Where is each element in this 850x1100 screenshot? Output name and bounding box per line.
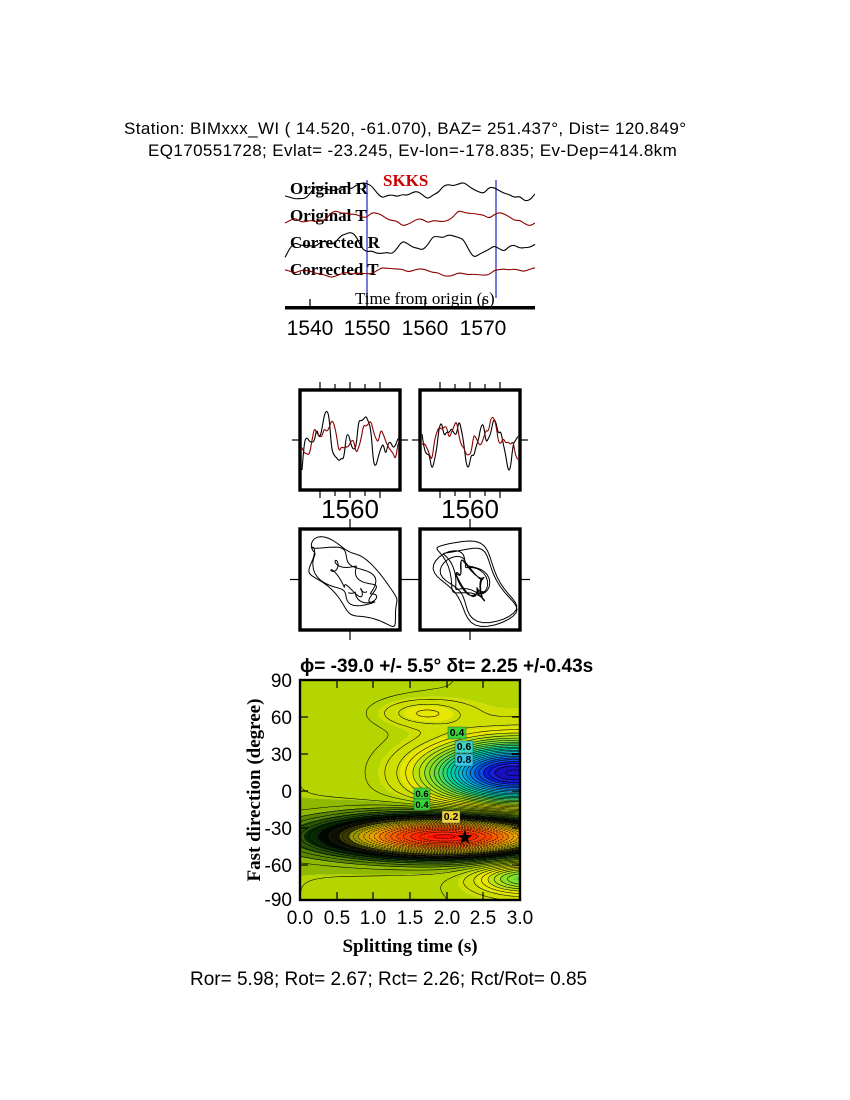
svg-text:1570: 1570: [460, 317, 507, 340]
svg-text:0.4: 0.4: [415, 800, 429, 811]
svg-text:Ror= 5.98; Rot= 2.67; Rct= 2.2: Ror= 5.98; Rot= 2.67; Rct= 2.26; Rct/Rot…: [190, 969, 587, 990]
svg-text:1540: 1540: [287, 317, 334, 340]
svg-text:★: ★: [456, 827, 474, 849]
svg-text:0.0: 0.0: [287, 908, 313, 929]
svg-text:3.0: 3.0: [507, 908, 533, 929]
svg-text:Splitting time (s): Splitting time (s): [342, 936, 477, 957]
svg-text:0.6: 0.6: [415, 789, 428, 800]
svg-text:0.2: 0.2: [444, 811, 459, 823]
svg-text:1560: 1560: [402, 317, 449, 340]
svg-text:1550: 1550: [344, 317, 391, 340]
svg-text:2.0: 2.0: [434, 908, 460, 929]
svg-text:60: 60: [271, 708, 292, 729]
svg-text:0.5: 0.5: [324, 908, 350, 929]
svg-text:0: 0: [281, 782, 292, 803]
svg-text:1.5: 1.5: [397, 908, 423, 929]
svg-text:0.4: 0.4: [450, 727, 465, 739]
svg-text:90: 90: [271, 671, 292, 692]
svg-text:ϕ= -39.0 +/- 5.5° δt= 2.25 +/: ϕ= -39.0 +/- 5.5° δt= 2.25 +/-0.43s: [300, 656, 593, 677]
svg-text:Time from origin (s): Time from origin (s): [355, 289, 495, 308]
svg-text:30: 30: [271, 745, 292, 766]
svg-text:0.6: 0.6: [457, 741, 472, 753]
svg-text:Fast direction (degree): Fast direction (degree): [244, 699, 265, 882]
svg-text:-60: -60: [265, 856, 292, 877]
svg-text:2.5: 2.5: [470, 908, 496, 929]
svg-text:1.0: 1.0: [360, 908, 386, 929]
svg-text:-30: -30: [265, 819, 292, 840]
svg-text:0.8: 0.8: [457, 754, 472, 766]
svg-text:SKKS: SKKS: [383, 171, 428, 190]
svg-text:Original R: Original R: [290, 179, 369, 198]
